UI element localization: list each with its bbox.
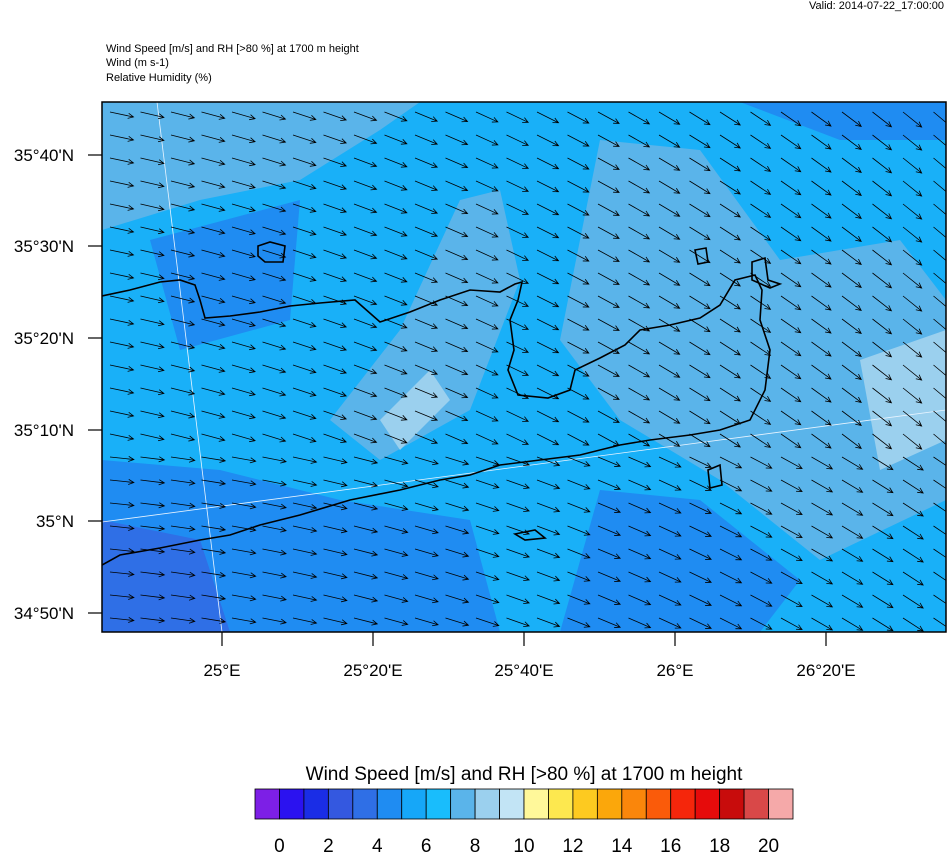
lat-label: 35°40'N [14, 146, 74, 165]
colorbar-title: Wind Speed [m/s] and RH [>80 %] at 1700 … [306, 764, 743, 785]
colorbar-box [328, 789, 352, 819]
lat-label: 35°N [36, 512, 74, 531]
colorbar-tick-label: 4 [372, 836, 383, 854]
colorbar-tick-label: 18 [709, 836, 730, 854]
colorbar-box [769, 789, 793, 819]
colorbar-box [671, 789, 695, 819]
lat-label: 35°30'N [14, 237, 74, 256]
rh-label: Relative Humidity (%) [106, 72, 212, 84]
lon-label: 26°E [656, 661, 693, 680]
colorbar-box [622, 789, 646, 819]
colorbar-box [695, 789, 719, 819]
colorbar-box [597, 789, 621, 819]
colorbar-tick-label: 6 [421, 836, 432, 854]
valid-time: Valid: 2014-07-22_17:00:00 [809, 0, 944, 12]
colorbar-box [426, 789, 450, 819]
wind-label: Wind (m s-1) [106, 57, 169, 69]
lon-label: 25°40'E [494, 661, 553, 680]
colorbar-box [524, 789, 548, 819]
colorbar-box [548, 789, 572, 819]
colorbar-tick-label: 8 [470, 836, 481, 854]
colorbar-tick-label: 10 [513, 836, 534, 854]
colorbar-box [646, 789, 670, 819]
colorbar-box [402, 789, 426, 819]
lon-label: 25°E [203, 661, 240, 680]
lon-label: 26°20'E [796, 661, 855, 680]
colorbar-box [500, 789, 524, 819]
colorbar-box [353, 789, 377, 819]
colorbar-tick-label: 0 [274, 836, 285, 854]
colorbar-box [744, 789, 768, 819]
lat-label: 34°50'N [14, 604, 74, 623]
colorbar-box [304, 789, 328, 819]
colorbar-box [720, 789, 744, 819]
colorbar-tick-label: 14 [611, 836, 633, 854]
colorbar-box [377, 789, 401, 819]
lat-label: 35°10'N [14, 421, 74, 440]
colorbar-box [279, 789, 303, 819]
map-area [102, 102, 948, 632]
colorbar-box [255, 789, 279, 819]
colorbar-box [573, 789, 597, 819]
colorbar-tick-label: 2 [323, 836, 334, 854]
colorbar-tick-label: 20 [758, 836, 779, 854]
colorbar-tick-label: 12 [562, 836, 583, 854]
lon-label: 25°20'E [343, 661, 402, 680]
colorbar-box [451, 789, 475, 819]
lat-label: 35°20'N [14, 329, 74, 348]
colorbar-tick-label: 16 [660, 836, 681, 854]
colorbar-box [475, 789, 499, 819]
colorbar: 0 2 4 6 8 10 12 14 16 18 20 [255, 789, 793, 854]
plot-title: Wind Speed [m/s] and RH [>80 %] at 1700 … [106, 43, 359, 55]
